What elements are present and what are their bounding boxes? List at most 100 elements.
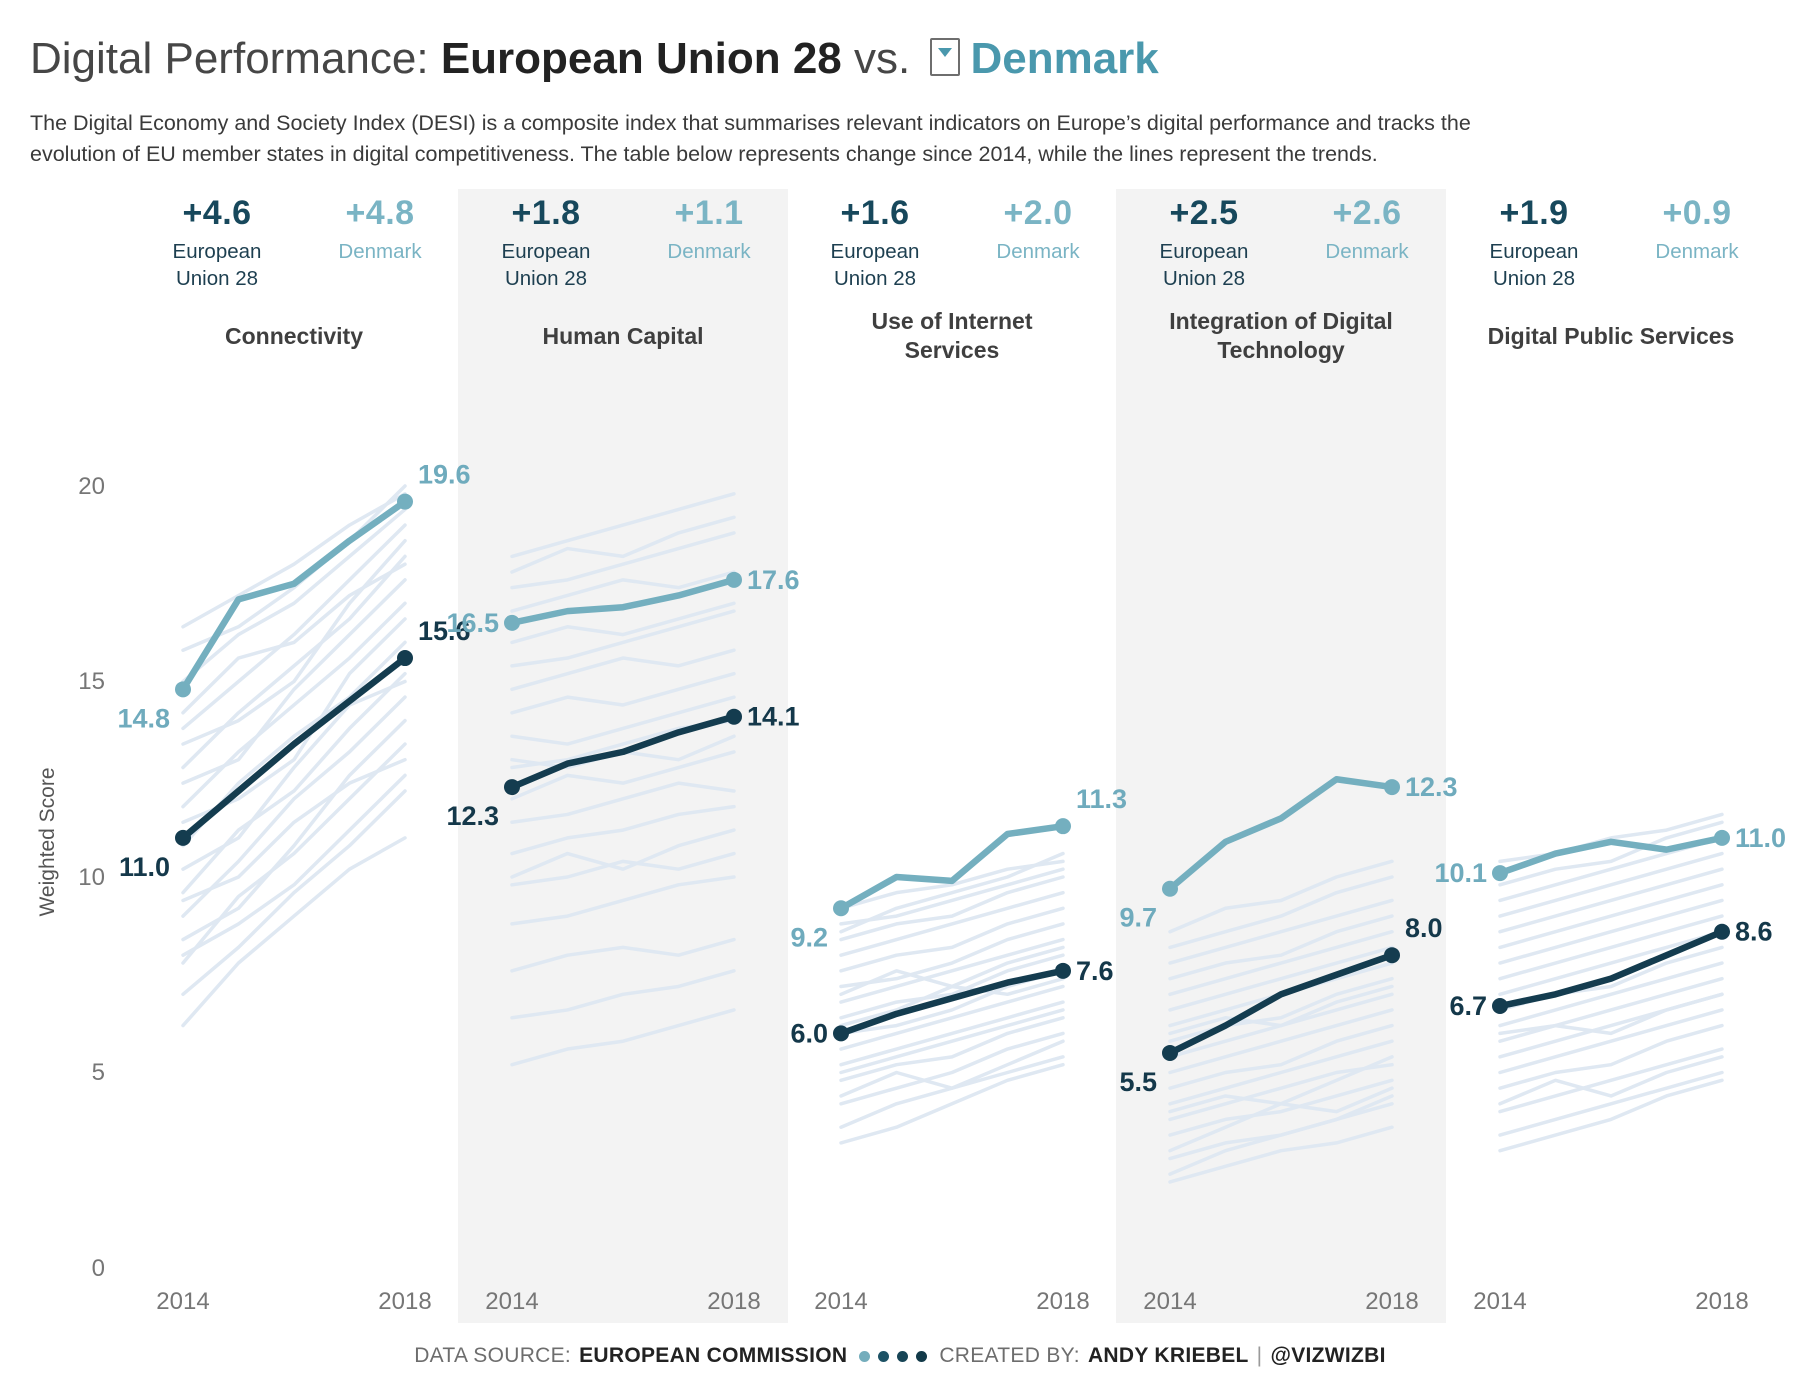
author-name: ANDY KRIEBEL — [1087, 1344, 1249, 1367]
eu-trend-line[interactable]: 12.3 14.1 — [446, 702, 799, 831]
author-handle: @VIZWIZBI — [1270, 1344, 1386, 1367]
eu-end-dot[interactable] — [726, 708, 742, 725]
dk-end-dot[interactable] — [1055, 818, 1071, 835]
dk-trend-line[interactable]: 9.7 12.3 — [1119, 772, 1457, 933]
legend-dots — [855, 1350, 931, 1362]
background-country-lines — [1498, 812, 1724, 1153]
title-prefix: Digital Performance: — [30, 34, 441, 83]
dk-end-dot[interactable] — [726, 571, 742, 588]
panel-title-internet-services: Use of Internet Services — [787, 303, 1117, 369]
legend-dot — [916, 1350, 928, 1362]
dk-end-value-label: 11.0 — [1735, 823, 1786, 853]
panel-title-text: Connectivity — [224, 322, 364, 349]
dk-start-dot[interactable] — [175, 681, 191, 698]
x-tick-2014: 2014 — [156, 1288, 210, 1315]
data-source-label: DATA SOURCE: — [414, 1344, 572, 1367]
panel-4[interactable]: 10.1 11.0 6.7 8.6 — [1434, 812, 1786, 1153]
eu-start-value-label: 6.0 — [790, 1018, 828, 1048]
panel-title-text: Human Capital — [542, 322, 704, 349]
dk-end-value-label: 11.3 — [1076, 784, 1127, 814]
stat-value: +0.9 — [1662, 194, 1732, 232]
stat-label: Denmark — [338, 240, 422, 263]
panel-title-public-services: Digital Public Services — [1446, 303, 1776, 369]
stat-eu-internet-services: +1.6 European Union 28 — [795, 194, 955, 292]
y-tick: 5 — [91, 1059, 105, 1086]
dk-start-dot[interactable] — [504, 614, 520, 631]
eu-trend-line[interactable]: 5.5 8.0 — [1119, 913, 1442, 1097]
title-series-b: Denmark — [970, 34, 1159, 83]
eu-end-value-label: 15.6 — [418, 616, 471, 646]
dk-start-dot[interactable] — [1162, 880, 1178, 897]
eu-start-dot[interactable] — [504, 779, 520, 796]
dk-start-dot[interactable] — [833, 900, 849, 917]
dk-start-value-label: 14.8 — [117, 703, 170, 733]
panel-3[interactable]: 9.7 12.3 5.5 8.0 — [1119, 772, 1458, 1184]
eu-start-dot[interactable] — [175, 829, 191, 846]
dk-end-value-label: 12.3 — [1405, 772, 1458, 802]
stat-label: European Union 28 — [172, 240, 262, 290]
panel-title-text: Use of Internet Services — [871, 308, 1033, 363]
stat-value: +2.6 — [1332, 194, 1402, 232]
stat-eu-human-capital: +1.8 European Union 28 — [466, 194, 626, 292]
eu-trend-line[interactable]: 11.0 15.6 — [119, 616, 471, 882]
x-tick-2014: 2014 — [485, 1288, 539, 1315]
eu-start-dot[interactable] — [1492, 998, 1508, 1015]
stat-value: +2.0 — [1003, 194, 1073, 232]
dk-start-dot[interactable] — [1492, 865, 1508, 882]
subtitle-line-2: evolution of EU member states in digital… — [30, 142, 1378, 167]
dk-trend-line[interactable]: 16.5 17.6 — [446, 565, 799, 638]
x-tick-2018: 2018 — [1036, 1288, 1090, 1315]
eu-trend-line[interactable]: 6.7 8.6 — [1449, 917, 1772, 1021]
x-tick-2018: 2018 — [1695, 1288, 1749, 1315]
legend-dot — [878, 1350, 890, 1362]
stat-label: Denmark — [1655, 240, 1739, 263]
panel-title-human-capital: Human Capital — [458, 303, 788, 369]
x-tick-2014: 2014 — [1143, 1288, 1197, 1315]
dk-trend-line[interactable]: 9.2 11.3 — [790, 784, 1127, 952]
stat-value: +4.8 — [345, 194, 415, 232]
footer-credit: DATA SOURCE: EUROPEAN COMMISSION CREATED… — [0, 1344, 1800, 1368]
stat-label: European Union 28 — [501, 240, 591, 290]
dk-end-dot[interactable] — [397, 493, 413, 510]
y-tick: 20 — [78, 473, 105, 500]
dk-end-value-label: 17.6 — [747, 565, 800, 595]
eu-start-dot[interactable] — [1162, 1044, 1178, 1061]
country-dropdown[interactable] — [930, 38, 961, 77]
panel-1[interactable]: 16.5 17.6 12.3 14.1 — [446, 492, 800, 1067]
panel-2[interactable]: 9.2 11.3 6.0 7.6 — [790, 784, 1127, 1145]
eu-end-value-label: 8.0 — [1405, 913, 1443, 943]
dk-trend-line[interactable]: 14.8 19.6 — [117, 460, 470, 734]
stat-eu-integration: +2.5 European Union 28 — [1124, 194, 1284, 292]
eu-end-dot[interactable] — [397, 650, 413, 667]
dk-end-dot[interactable] — [1384, 779, 1400, 796]
subtitle: The Digital Economy and Society Index (D… — [30, 108, 1471, 170]
eu-start-value-label: 12.3 — [446, 801, 499, 831]
panel-title-text: Digital Public Services — [1487, 322, 1735, 349]
eu-end-dot[interactable] — [1384, 947, 1400, 964]
stat-value: +2.5 — [1169, 194, 1239, 232]
panel-0[interactable]: 14.8 19.6 11.0 15.6 — [117, 460, 471, 1028]
x-tick-2018: 2018 — [707, 1288, 761, 1315]
page-title: Digital Performance: European Union 28 v… — [30, 34, 1159, 84]
eu-end-dot[interactable] — [1055, 962, 1071, 979]
legend-dot — [897, 1350, 909, 1362]
dk-end-dot[interactable] — [1714, 829, 1730, 846]
eu-end-value-label: 7.6 — [1076, 956, 1114, 986]
stat-dk-human-capital: +1.1 Denmark — [629, 194, 789, 266]
stat-value: +1.1 — [674, 194, 744, 232]
background-country-lines — [181, 484, 407, 1028]
panel-title-text: Integration of Digital Technology — [1169, 308, 1393, 363]
eu-trend-line[interactable]: 6.0 7.6 — [790, 956, 1113, 1049]
stat-label: European Union 28 — [830, 240, 920, 290]
background-country-lines — [1168, 859, 1394, 1184]
eu-start-dot[interactable] — [833, 1025, 849, 1042]
y-tick: 10 — [78, 864, 105, 891]
eu-end-dot[interactable] — [1714, 923, 1730, 940]
chevron-down-icon — [938, 48, 953, 58]
dk-trend-line[interactable]: 10.1 11.0 — [1434, 823, 1786, 888]
stat-label: Denmark — [1325, 240, 1409, 263]
x-tick-2014: 2014 — [814, 1288, 868, 1315]
stat-value: +1.8 — [511, 194, 581, 232]
